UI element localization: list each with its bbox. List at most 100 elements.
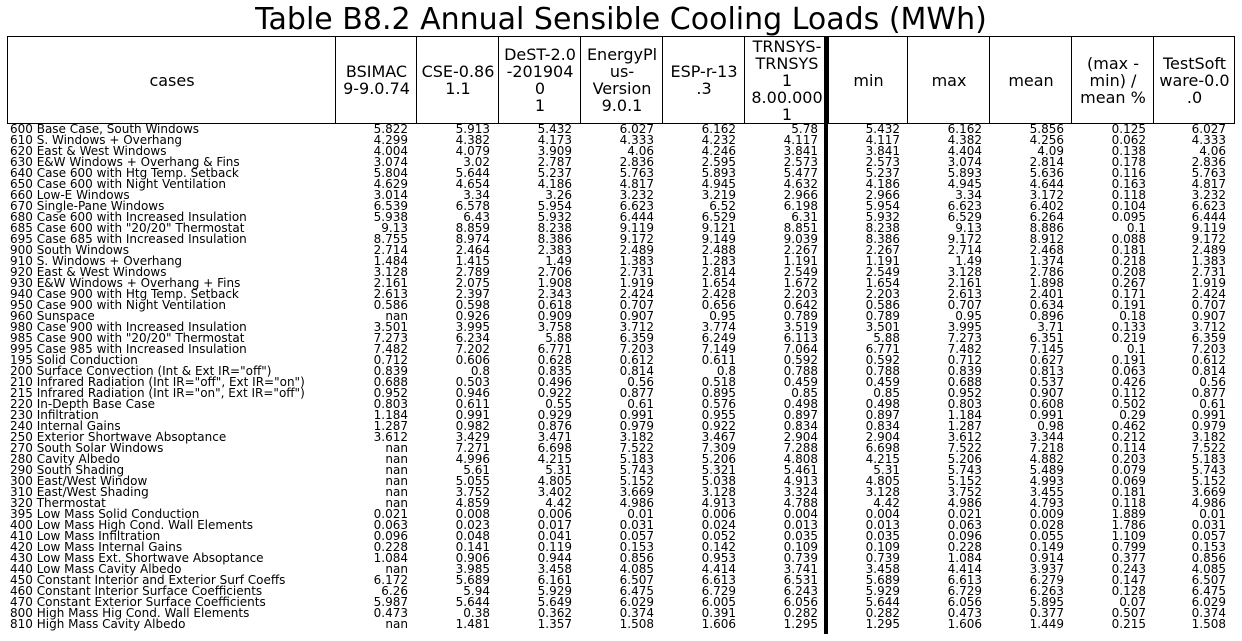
value-cell: 0.006 bbox=[537, 507, 572, 521]
value-cell: 0.712 bbox=[373, 353, 408, 367]
value-cell: 0.118 bbox=[1111, 496, 1146, 510]
case-name-cell: 215 Infrared Radiation (Int IR="on", Ext… bbox=[10, 386, 305, 400]
table-row: 300 East/West Window nan 5.055 4.805 5.152 5.… bbox=[0, 474, 1242, 488]
value-cell: 0.191 bbox=[1111, 353, 1146, 367]
value-cell: 0.031 bbox=[1191, 518, 1226, 532]
value-cell: 0.377 bbox=[1029, 606, 1064, 620]
case-name-cell: 940 Case 900 with Htg Temp. Setback bbox=[10, 287, 239, 301]
value-cell: 0.191 bbox=[1111, 298, 1146, 312]
value-cell: 5.88 bbox=[873, 331, 900, 345]
value-cell: 3.458 bbox=[865, 562, 900, 576]
value-cell: 4.996 bbox=[455, 452, 490, 466]
value-cell: 3.985 bbox=[455, 562, 490, 576]
value-cell: 3.458 bbox=[537, 562, 572, 576]
value-cell: 5.152 bbox=[947, 474, 982, 488]
value-cell: 0.897 bbox=[865, 408, 900, 422]
value-cell: 0.628 bbox=[537, 353, 572, 367]
value-cell: 0.907 bbox=[1191, 309, 1226, 323]
case-name-cell: 660 Low-E Windows bbox=[10, 188, 130, 202]
column-header: cases bbox=[149, 70, 195, 90]
value-cell: 0.228 bbox=[947, 540, 982, 554]
value-cell: 5.743 bbox=[1191, 463, 1226, 477]
case-name-cell: 900 South Windows bbox=[10, 243, 129, 257]
value-cell: 9.172 bbox=[947, 232, 982, 246]
value-cell: 0.8 bbox=[716, 364, 736, 378]
case-name-cell: 800 High Mass Hig Cond. Wall Elements bbox=[10, 606, 250, 620]
value-cell: 2.966 bbox=[865, 188, 900, 202]
value-cell: 3.34 bbox=[463, 188, 490, 202]
value-cell: 4.215 bbox=[865, 452, 900, 466]
value-cell: 0.739 bbox=[783, 551, 818, 565]
value-cell: 0.95 bbox=[709, 309, 736, 323]
case-name-cell: 210 Infrared Radiation (Int IR="off", Ex… bbox=[10, 375, 305, 389]
value-cell: 0.496 bbox=[537, 375, 572, 389]
value-cell: 2.203 bbox=[865, 287, 900, 301]
value-cell: 4.805 bbox=[537, 474, 572, 488]
value-cell: 1.415 bbox=[455, 254, 490, 268]
value-cell: 3.232 bbox=[619, 188, 654, 202]
case-name-cell: 695 Case 685 with Increased Insulation bbox=[10, 232, 247, 246]
value-cell: 0.979 bbox=[619, 419, 654, 433]
value-cell: 6.529 bbox=[947, 210, 982, 224]
case-name-cell: 410 Low Mass Infiltration bbox=[10, 529, 161, 543]
table-row: 450 Constant Interior and Exterior Surf … bbox=[0, 573, 1242, 587]
value-cell: 5.31 bbox=[873, 463, 900, 477]
value-cell: 2.549 bbox=[783, 265, 818, 279]
value-cell: 0.991 bbox=[1191, 408, 1226, 422]
case-name-cell: 270 South Solar Windows bbox=[10, 441, 164, 455]
case-name-cell: 610 S. Windows + Overhang bbox=[10, 133, 183, 147]
value-cell: 0.907 bbox=[1029, 386, 1064, 400]
value-cell: 0.125 bbox=[1111, 122, 1146, 136]
table-row: 280 Cavity Albedo nan 4.996 4.215 5.183 5.206… bbox=[0, 452, 1242, 466]
value-cell: 0.608 bbox=[1029, 397, 1064, 411]
table-row: 310 East/West Shading nan 3.752 3.402 3.669 3… bbox=[0, 485, 1242, 499]
value-cell: 1.484 bbox=[373, 254, 408, 268]
value-cell: 8.912 bbox=[1029, 232, 1064, 246]
value-cell: 0.004 bbox=[783, 507, 818, 521]
value-cell: 9.172 bbox=[1191, 232, 1226, 246]
value-cell: 3.467 bbox=[701, 430, 736, 444]
value-cell: 0.592 bbox=[865, 353, 900, 367]
value-cell: 0.707 bbox=[619, 298, 654, 312]
value-cell: 0.118 bbox=[1111, 188, 1146, 202]
value-cell: 0.55 bbox=[545, 397, 572, 411]
header-divider bbox=[498, 37, 499, 123]
value-cell: 1.908 bbox=[537, 276, 572, 290]
value-cell: 4.256 bbox=[1029, 133, 1064, 147]
value-cell: 5.743 bbox=[947, 463, 982, 477]
value-cell: 0.138 bbox=[1111, 144, 1146, 158]
value-cell: 9.119 bbox=[619, 221, 654, 235]
table-row: 410 Low Mass Infiltration 0.096 0.048 0.041… bbox=[0, 529, 1242, 543]
value-cell: 6.613 bbox=[701, 573, 736, 587]
value-cell: 3.752 bbox=[947, 485, 982, 499]
value-cell: 0.013 bbox=[865, 518, 900, 532]
table-row: 930 E&W Windows + Overhang + Fins 2.161 2.… bbox=[0, 276, 1242, 290]
value-cell: 0.85 bbox=[873, 386, 900, 400]
value-cell: 2.595 bbox=[701, 155, 736, 169]
value-cell: 1.184 bbox=[373, 408, 408, 422]
value-cell: 1.654 bbox=[701, 276, 736, 290]
value-cell: 2.714 bbox=[373, 243, 408, 257]
value-cell: 0.141 bbox=[455, 540, 490, 554]
value-cell: 0.991 bbox=[1029, 408, 1064, 422]
value-cell: 6.52 bbox=[709, 199, 736, 213]
value-cell: 0.707 bbox=[1191, 298, 1226, 312]
value-cell: 3.128 bbox=[373, 265, 408, 279]
value-cell: 3.344 bbox=[1029, 430, 1064, 444]
value-cell: 7.482 bbox=[947, 342, 982, 356]
table-row: 620 East & West Windows 4.004 4.079 3.909 4.… bbox=[0, 144, 1242, 158]
value-cell: 0.119 bbox=[537, 540, 572, 554]
column-header: ESP-r-13 .3 bbox=[670, 62, 738, 98]
value-cell: 0.063 bbox=[1111, 364, 1146, 378]
value-cell: 4.186 bbox=[865, 177, 900, 191]
value-cell: 0.153 bbox=[1191, 540, 1226, 554]
value-cell: 4.404 bbox=[947, 144, 982, 158]
value-cell: 4.629 bbox=[373, 177, 408, 191]
table-row: 395 Low Mass Solid Conduction 0.021 0.008 0… bbox=[0, 507, 1242, 521]
value-cell: 0.109 bbox=[783, 540, 818, 554]
value-cell: 6.43 bbox=[463, 210, 490, 224]
value-cell: 0.391 bbox=[701, 606, 736, 620]
value-cell: 0.023 bbox=[455, 518, 490, 532]
value-cell: nan bbox=[385, 474, 408, 488]
value-cell: 0.799 bbox=[1111, 540, 1146, 554]
